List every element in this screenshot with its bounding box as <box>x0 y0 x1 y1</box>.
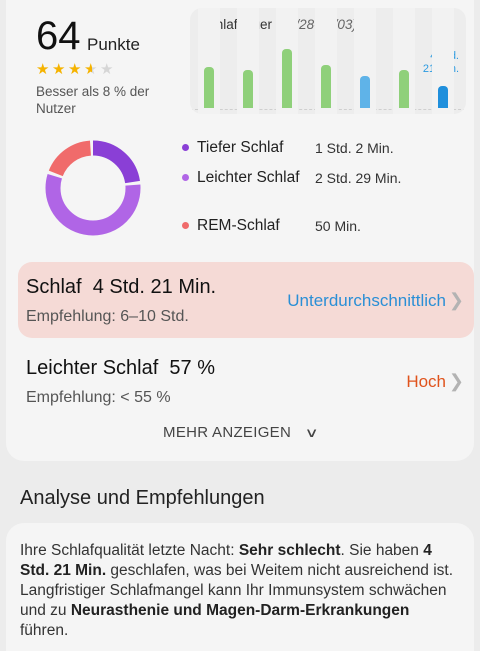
light-sleep-recommendation: Empfehlung: < 55 % <box>26 389 171 406</box>
sleep-quality-rating: Sehr schlecht <box>238 542 341 559</box>
sleep-duration-status: Unterdurchschnittlich <box>287 291 446 310</box>
sleep-duration-bar[interactable] <box>399 70 409 108</box>
legend-dot-icon <box>182 222 189 229</box>
score-unit: Punkte <box>87 35 140 54</box>
sleep-duration-row[interactable]: Schlaf 4 Std. 21 Min. Empfehlung: 6–10 S… <box>18 262 474 338</box>
bar-column-background <box>237 8 259 114</box>
sleep-duration-highlight: 4 Std. 21 Min. <box>20 542 432 579</box>
sleep-duration-bar[interactable] <box>438 86 448 108</box>
bar-column-background <box>198 8 220 114</box>
light-sleep-value: 57 % <box>169 357 216 379</box>
donut-segment <box>45 140 141 236</box>
star-icon: ★ <box>68 61 83 78</box>
bar-column-background <box>354 8 376 114</box>
sleep-duration-bar[interactable] <box>282 49 292 108</box>
light-sleep-status: Hoch <box>406 372 446 391</box>
star-icon: ★ <box>84 61 99 78</box>
light-sleep-title: Leichter Schlaf 57 % <box>26 357 215 380</box>
legend-value: 50 Min. <box>315 217 361 234</box>
sleep-duration-title: Schlaf 4 Std. 21 Min. <box>26 276 216 299</box>
sleep-duration-recommendation: Empfehlung: 6–10 Std. <box>26 308 189 325</box>
legend-dot-icon <box>182 144 189 151</box>
sleep-duration-chart[interactable]: Schlafdauer (08/28-09/03) 4 Std. 21 Min. <box>190 8 466 114</box>
show-more-button[interactable]: MEHR ANZEIGEN ∨ <box>6 424 474 441</box>
sleep-duration-value: 4 Std. 21 Min. <box>92 276 217 298</box>
legend-row: Leichter Schlaf 2 Std. 29 Min. <box>182 168 401 187</box>
legend-value: 1 Std. 2 Min. <box>315 139 394 156</box>
health-risk-highlight: Neurasthenie und Magen-Darm-Erkrankungen <box>70 602 410 619</box>
analysis-text: Ihre Schlafqualität letzte Nacht: Sehr s… <box>20 541 460 641</box>
legend-label: REM-Schlaf <box>197 217 280 234</box>
analysis-card: Ihre Schlafqualität letzte Nacht: Sehr s… <box>6 523 474 651</box>
chevron-right-icon: ❯ <box>448 371 464 391</box>
star-rating: ★ ★ ★ ★ ★ <box>36 60 116 78</box>
show-more-label: MEHR ANZEIGEN <box>163 424 292 441</box>
sleep-duration-bar[interactable] <box>243 70 253 108</box>
sleep-duration-bar[interactable] <box>360 76 370 108</box>
sleep-duration-bar[interactable] <box>321 65 331 108</box>
analysis-text-part: führen. <box>20 622 69 639</box>
analysis-text-part: Ihre Schlafqualität letzte Nacht: <box>20 542 239 559</box>
sleep-summary-card: 64 Punkte ★ ★ ★ ★ ★ Besser als 8 % der Nutze… <box>6 0 474 461</box>
chevron-down-icon: ∨ <box>304 425 320 440</box>
sleep-phase-donut-chart <box>45 140 141 236</box>
chevron-right-icon: ❯ <box>448 290 464 310</box>
comparison-text: Besser als 8 % der Nutzer <box>36 84 150 116</box>
sleep-duration-label: Schlaf <box>26 276 82 298</box>
bar-column-background <box>315 8 337 114</box>
legend-row: REM-Schlaf 50 Min. <box>182 216 361 235</box>
bar-column-background <box>393 8 415 114</box>
analysis-text-part: . Sie haben <box>340 542 424 559</box>
legend-value: 2 Std. 29 Min. <box>315 169 402 186</box>
legend-label: Tiefer Schlaf <box>197 139 284 156</box>
analysis-text-part: geschlafen, was bei Weitem nicht ausreic… <box>20 562 454 619</box>
legend-dot-icon <box>182 174 189 181</box>
score-value: 64 <box>36 14 81 58</box>
sleep-duration-bar[interactable] <box>204 67 214 108</box>
star-icon: ★ <box>36 61 51 78</box>
light-sleep-label: Leichter Schlaf <box>26 357 159 379</box>
light-sleep-row[interactable]: Leichter Schlaf 57 % Empfehlung: < 55 % … <box>18 343 474 413</box>
analysis-section-title: Analyse und Empfehlungen <box>20 487 265 509</box>
donut-segment <box>45 140 141 236</box>
legend-row: Tiefer Schlaf 1 Std. 2 Min. <box>182 138 394 157</box>
star-icon: ★ <box>52 61 67 78</box>
legend-label: Leichter Schlaf <box>197 169 300 186</box>
star-icon: ★ <box>100 61 115 78</box>
bar-column-background <box>432 8 454 114</box>
